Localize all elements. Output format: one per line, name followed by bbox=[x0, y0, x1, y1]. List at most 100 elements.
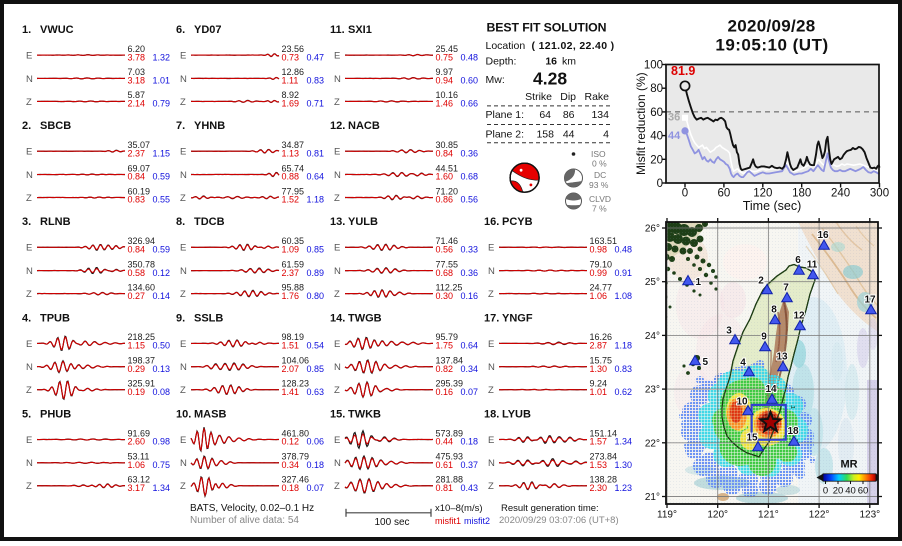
svg-text:1.34: 1.34 bbox=[615, 437, 633, 447]
svg-text:0: 0 bbox=[682, 188, 688, 200]
svg-text:9.24: 9.24 bbox=[590, 379, 608, 389]
svg-text:1.01: 1.01 bbox=[590, 387, 608, 397]
svg-text:0: 0 bbox=[657, 178, 663, 190]
svg-text:14: 14 bbox=[765, 384, 777, 395]
svg-text:1.11: 1.11 bbox=[282, 76, 299, 86]
svg-text:2.: 2. bbox=[22, 120, 31, 132]
svg-text:0.30: 0.30 bbox=[436, 291, 454, 301]
svg-text:E: E bbox=[26, 435, 32, 446]
svg-text:E: E bbox=[334, 339, 340, 350]
svg-text:34.87: 34.87 bbox=[282, 140, 305, 150]
svg-text:1.32: 1.32 bbox=[153, 52, 171, 62]
svg-text:134: 134 bbox=[591, 109, 609, 121]
svg-text:0.08: 0.08 bbox=[153, 387, 171, 397]
svg-text:0.94: 0.94 bbox=[436, 76, 454, 86]
svg-text:Z: Z bbox=[334, 385, 340, 396]
svg-text:26°: 26° bbox=[645, 224, 660, 235]
svg-text:475.93: 475.93 bbox=[436, 452, 464, 462]
svg-text:30.85: 30.85 bbox=[436, 140, 459, 150]
svg-text:Z: Z bbox=[180, 481, 186, 492]
svg-text:123°: 123° bbox=[859, 510, 880, 521]
svg-text:0.18: 0.18 bbox=[282, 483, 300, 493]
svg-text:TWKB: TWKB bbox=[348, 408, 381, 420]
svg-text:20: 20 bbox=[650, 154, 663, 166]
svg-text:40: 40 bbox=[650, 131, 663, 143]
svg-text:BATS, Velocity, 0.02–0.1 Hz: BATS, Velocity, 0.02–0.1 Hz bbox=[190, 503, 314, 514]
svg-text:64: 64 bbox=[539, 109, 551, 121]
svg-text:79.10: 79.10 bbox=[590, 259, 613, 269]
svg-text:104.06: 104.06 bbox=[282, 356, 310, 366]
svg-text:3.17: 3.17 bbox=[128, 483, 146, 493]
svg-text:1.41: 1.41 bbox=[282, 387, 300, 397]
svg-text:44: 44 bbox=[668, 130, 681, 142]
svg-text:0.18: 0.18 bbox=[461, 437, 479, 447]
svg-text:0.16: 0.16 bbox=[436, 387, 454, 397]
svg-text:PHUB: PHUB bbox=[40, 408, 71, 420]
svg-text:SXI1: SXI1 bbox=[348, 24, 372, 36]
svg-text:25°: 25° bbox=[645, 277, 660, 288]
svg-text:Z: Z bbox=[334, 481, 340, 492]
svg-text:7.03: 7.03 bbox=[128, 67, 146, 77]
svg-text:98.19: 98.19 bbox=[282, 332, 305, 342]
svg-text:0.62: 0.62 bbox=[615, 387, 633, 397]
svg-text:77.95: 77.95 bbox=[282, 186, 305, 196]
svg-text:km: km bbox=[562, 55, 576, 67]
svg-text:163.51: 163.51 bbox=[590, 236, 618, 246]
svg-text:0.43: 0.43 bbox=[461, 483, 479, 493]
svg-text:MASB: MASB bbox=[194, 408, 226, 420]
svg-text:22°: 22° bbox=[645, 438, 660, 449]
svg-text:0.64: 0.64 bbox=[461, 341, 479, 351]
svg-text:2.30: 2.30 bbox=[590, 483, 608, 493]
svg-text:0.48: 0.48 bbox=[615, 245, 633, 255]
svg-text:300: 300 bbox=[870, 188, 889, 200]
svg-text:1.30: 1.30 bbox=[615, 460, 633, 470]
svg-text:18: 18 bbox=[787, 426, 799, 437]
svg-text:128.23: 128.23 bbox=[282, 379, 310, 389]
svg-text:151.14: 151.14 bbox=[590, 428, 618, 438]
svg-text:E: E bbox=[180, 243, 186, 254]
svg-text:0.59: 0.59 bbox=[153, 245, 171, 255]
svg-text:60: 60 bbox=[718, 188, 731, 200]
svg-text:0.98: 0.98 bbox=[153, 437, 171, 447]
svg-text:1.23: 1.23 bbox=[615, 483, 633, 493]
svg-text:17.: 17. bbox=[484, 312, 499, 324]
svg-text:PCYB: PCYB bbox=[502, 216, 533, 228]
svg-text:0.84: 0.84 bbox=[436, 148, 454, 158]
svg-text:13.: 13. bbox=[330, 216, 345, 228]
svg-text:0.83: 0.83 bbox=[128, 195, 146, 205]
svg-text:BEST FIT SOLUTION: BEST FIT SOLUTION bbox=[487, 20, 607, 34]
svg-text:N: N bbox=[180, 458, 187, 469]
svg-text:Z: Z bbox=[26, 385, 32, 396]
svg-text:13: 13 bbox=[776, 352, 788, 363]
svg-text:0.68: 0.68 bbox=[436, 268, 454, 278]
svg-text:10.16: 10.16 bbox=[436, 90, 459, 100]
svg-text:11.: 11. bbox=[330, 24, 345, 36]
svg-text:16.: 16. bbox=[484, 216, 499, 228]
svg-text:14.: 14. bbox=[330, 312, 345, 324]
svg-text:0.34: 0.34 bbox=[282, 460, 300, 470]
svg-text:6.20: 6.20 bbox=[128, 44, 146, 54]
svg-text:0.48: 0.48 bbox=[461, 52, 479, 62]
svg-text:E: E bbox=[334, 435, 340, 446]
svg-text:1.06: 1.06 bbox=[590, 291, 608, 301]
svg-text:240: 240 bbox=[831, 188, 850, 200]
svg-text:0.12: 0.12 bbox=[153, 268, 171, 278]
svg-text:326.94: 326.94 bbox=[128, 236, 156, 246]
svg-text:0.47: 0.47 bbox=[307, 52, 325, 62]
svg-text:1.13: 1.13 bbox=[282, 148, 300, 158]
svg-text:N: N bbox=[26, 362, 33, 373]
svg-text:3.: 3. bbox=[22, 216, 31, 228]
svg-text:1.18: 1.18 bbox=[307, 195, 325, 205]
svg-text:Location: Location bbox=[486, 40, 526, 52]
svg-text:112.25: 112.25 bbox=[436, 282, 463, 292]
svg-text:4.: 4. bbox=[22, 312, 31, 324]
svg-text:2.37: 2.37 bbox=[282, 268, 300, 278]
svg-text:3.78: 3.78 bbox=[128, 52, 146, 62]
svg-text:25.45: 25.45 bbox=[436, 44, 459, 54]
svg-text:Z: Z bbox=[180, 289, 186, 300]
svg-text:MR: MR bbox=[840, 459, 857, 471]
svg-text:12.: 12. bbox=[330, 120, 345, 132]
svg-text:120: 120 bbox=[753, 188, 772, 200]
svg-text:40: 40 bbox=[845, 486, 856, 497]
svg-text:8.92: 8.92 bbox=[282, 90, 300, 100]
